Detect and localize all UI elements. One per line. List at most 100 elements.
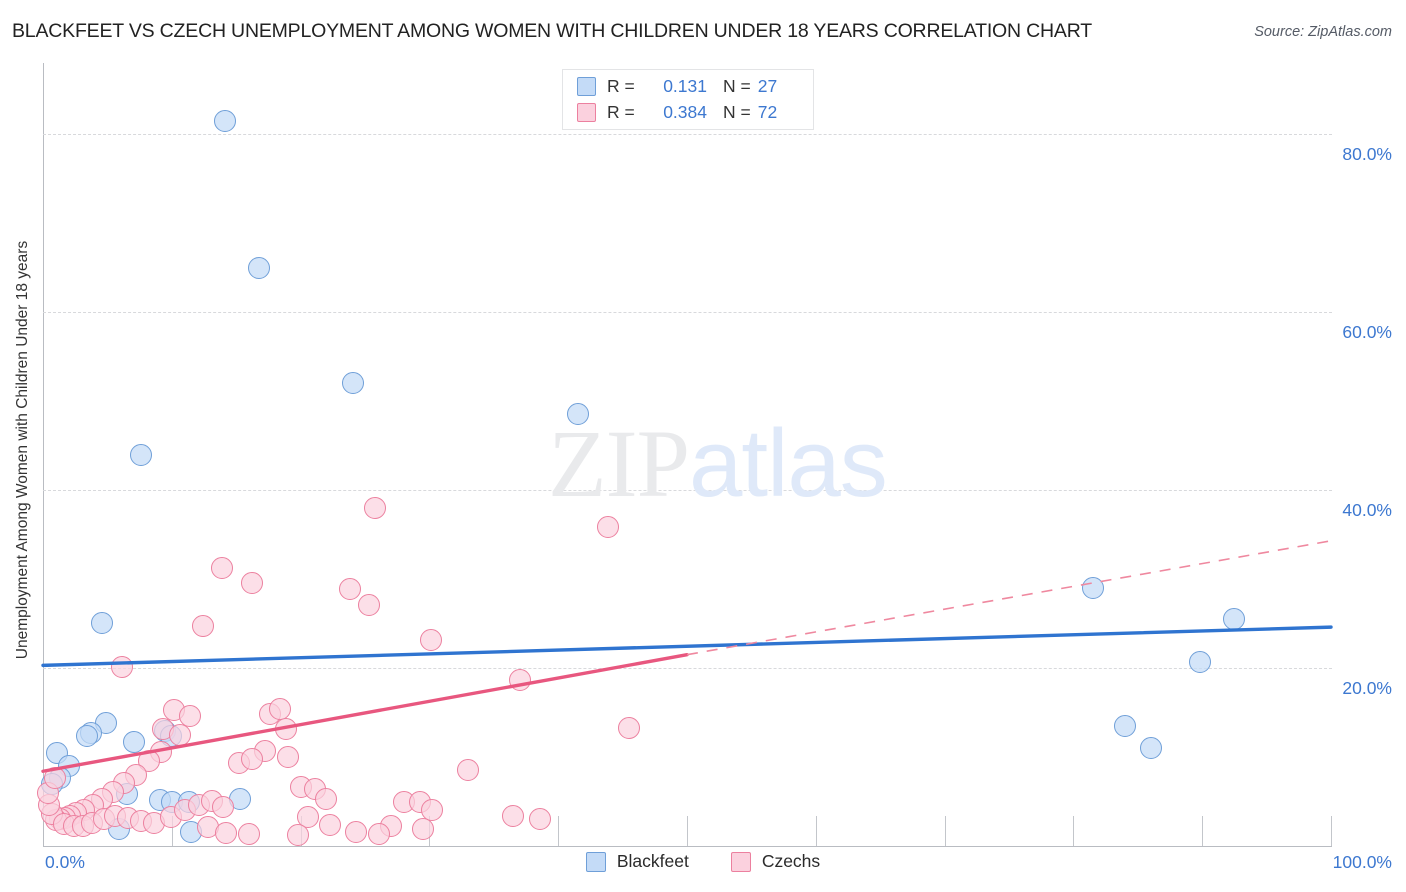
watermark-zip: ZIP bbox=[548, 410, 690, 517]
blackfeet-r-value: 0.131 bbox=[663, 76, 707, 96]
data-point-czechs-32 bbox=[53, 806, 76, 829]
data-point-blackfeet-23 bbox=[1081, 576, 1104, 599]
data-point-blackfeet-19 bbox=[177, 791, 200, 814]
x-axis-min-label: 0.0% bbox=[45, 852, 85, 872]
correlation-legend: R = 0.131 N = 27 R = 0.384 N = 72 bbox=[562, 69, 814, 130]
data-point-czechs-27 bbox=[91, 787, 114, 810]
y-axis-label-20: 20.0% bbox=[1342, 678, 1392, 699]
x-axis-tick-90 bbox=[1202, 816, 1204, 846]
blackfeet-n-value: 27 bbox=[757, 76, 778, 96]
series-legend: Blackfeet Czechs bbox=[0, 851, 1406, 872]
data-point-czechs-2 bbox=[211, 556, 234, 579]
czechs-n-value: 72 bbox=[757, 102, 778, 122]
czechs-swatch-icon bbox=[577, 103, 596, 122]
data-point-czechs-30 bbox=[65, 802, 88, 825]
data-point-czechs-67 bbox=[379, 815, 402, 838]
data-point-blackfeet-10 bbox=[154, 720, 177, 743]
x-axis-tick-50 bbox=[687, 816, 688, 846]
blackfeet-trendline bbox=[41, 625, 1333, 668]
data-point-czechs-64 bbox=[457, 759, 480, 782]
y-axis-title: Unemployment Among Women with Children U… bbox=[14, 240, 31, 660]
data-point-czechs-23 bbox=[137, 750, 160, 773]
legend-item-blackfeet[interactable]: Blackfeet bbox=[585, 851, 689, 872]
x-axis-line bbox=[43, 846, 1332, 847]
data-point-czechs-53 bbox=[196, 816, 219, 839]
data-point-czechs-18 bbox=[253, 739, 276, 762]
data-point-blackfeet-14 bbox=[48, 767, 71, 790]
watermark-atlas: atlas bbox=[689, 410, 888, 517]
correlation-row-blackfeet: R = 0.131 N = 27 bbox=[577, 74, 803, 100]
data-point-czechs-55 bbox=[238, 822, 261, 845]
x-axis-tick-10 bbox=[171, 816, 173, 846]
blackfeet-swatch-icon bbox=[577, 77, 596, 96]
x-axis-tick-20 bbox=[300, 816, 302, 846]
data-point-blackfeet-8 bbox=[75, 724, 98, 747]
data-point-czechs-65 bbox=[502, 804, 525, 827]
data-point-czechs-11 bbox=[163, 698, 186, 721]
x-axis-tick-70 bbox=[944, 816, 946, 846]
data-point-czechs-6 bbox=[191, 615, 214, 638]
data-point-blackfeet-16 bbox=[115, 783, 138, 806]
data-point-czechs-31 bbox=[59, 804, 82, 827]
data-point-blackfeet-27 bbox=[1139, 737, 1162, 760]
data-point-czechs-16 bbox=[268, 697, 291, 720]
data-point-czechs-12 bbox=[178, 705, 201, 728]
data-point-czechs-9 bbox=[508, 668, 531, 691]
data-point-blackfeet-2 bbox=[342, 372, 365, 395]
data-point-czechs-39 bbox=[52, 812, 75, 835]
data-point-czechs-70 bbox=[368, 822, 391, 845]
data-point-czechs-58 bbox=[315, 787, 338, 810]
data-point-czechs-71 bbox=[287, 824, 310, 847]
data-point-czechs-40 bbox=[62, 814, 85, 837]
data-point-blackfeet-1 bbox=[248, 256, 271, 279]
data-point-blackfeet-3 bbox=[129, 443, 152, 466]
x-axis-tick-30 bbox=[429, 816, 431, 846]
data-point-czechs-52 bbox=[212, 795, 235, 818]
data-point-czechs-44 bbox=[104, 804, 127, 827]
data-point-czechs-3 bbox=[240, 571, 263, 594]
data-point-czechs-29 bbox=[73, 798, 96, 821]
data-point-czechs-1 bbox=[597, 516, 620, 539]
data-point-czechs-50 bbox=[187, 794, 210, 817]
data-point-czechs-41 bbox=[71, 815, 94, 838]
data-point-czechs-61 bbox=[392, 791, 415, 814]
czechs-trendline-extension bbox=[686, 540, 1332, 656]
zipatlas-watermark: ZIPatlas bbox=[548, 408, 888, 519]
y-axis-label-40: 40.0% bbox=[1342, 500, 1392, 521]
data-point-czechs-38 bbox=[43, 767, 66, 790]
data-point-czechs-46 bbox=[129, 810, 152, 833]
data-point-czechs-42 bbox=[80, 811, 103, 834]
data-point-czechs-5 bbox=[357, 593, 380, 616]
data-point-blackfeet-24 bbox=[1223, 608, 1246, 631]
data-point-blackfeet-15 bbox=[41, 772, 64, 795]
data-point-blackfeet-20 bbox=[229, 787, 252, 810]
data-point-blackfeet-12 bbox=[46, 742, 69, 765]
data-point-czechs-13 bbox=[151, 718, 174, 741]
czechs-trendline bbox=[41, 652, 689, 773]
data-point-czechs-20 bbox=[227, 752, 250, 775]
data-point-czechs-33 bbox=[48, 808, 71, 831]
data-point-czechs-56 bbox=[289, 776, 312, 799]
blackfeet-legend-label: Blackfeet bbox=[616, 851, 689, 871]
data-point-czechs-62 bbox=[409, 790, 432, 813]
gridline-20 bbox=[43, 668, 1332, 670]
correlation-row-czechs: R = 0.384 N = 72 bbox=[577, 100, 803, 126]
x-axis-tick-60 bbox=[815, 816, 817, 846]
czechs-r-label: R = bbox=[607, 102, 635, 122]
x-axis-tick-80 bbox=[1073, 816, 1075, 846]
data-point-czechs-69 bbox=[344, 820, 367, 843]
data-point-blackfeet-4 bbox=[566, 402, 589, 425]
czechs-r-value: 0.384 bbox=[663, 102, 707, 122]
data-point-czechs-26 bbox=[101, 780, 124, 803]
legend-item-czechs[interactable]: Czechs bbox=[730, 851, 820, 872]
data-point-blackfeet-22 bbox=[180, 820, 203, 843]
data-point-czechs-24 bbox=[124, 763, 147, 786]
data-point-blackfeet-0 bbox=[213, 109, 236, 132]
data-point-czechs-4 bbox=[338, 577, 361, 600]
data-point-czechs-8 bbox=[419, 629, 442, 652]
x-axis-max-label: 100.0% bbox=[1332, 852, 1392, 872]
data-point-czechs-14 bbox=[168, 723, 191, 746]
data-point-blackfeet-5 bbox=[91, 611, 114, 634]
page-title: BLACKFEET VS CZECH UNEMPLOYMENT AMONG WO… bbox=[12, 20, 1092, 42]
